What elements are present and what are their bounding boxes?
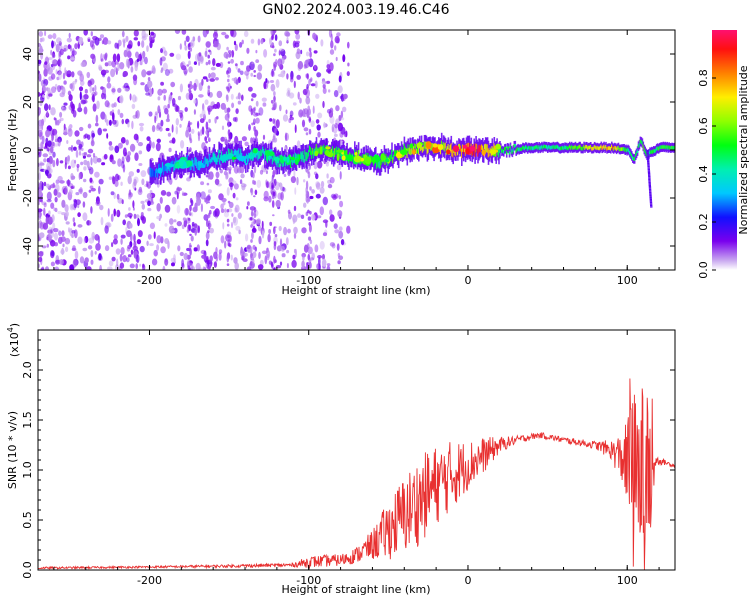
colorbar-tick-label: 0.0: [697, 261, 710, 279]
colorbar-ticks: 0.0 0.2 0.4 0.6 0.8: [697, 69, 716, 279]
spectrogram-x-tick-label: -200: [137, 274, 162, 287]
snr-y-multiplier-exp: 4: [6, 327, 15, 332]
snr-x-tick-label: -200: [137, 574, 162, 587]
snr-y-tick-label: 2.0: [21, 361, 34, 379]
snr-x-tick-label: 100: [617, 574, 638, 587]
spectrogram-noise-field: [38, 30, 351, 270]
spectrogram-x-tick-label: -100: [296, 274, 321, 287]
snr-y-tick-label: 0.0: [21, 561, 34, 579]
snr-x-tick-label: -100: [296, 574, 321, 587]
snr-x-ticks: -200 -100 0 100: [53, 330, 660, 587]
spectrogram-x-tick-label: 0: [464, 274, 471, 287]
spectrogram-y-tick-label: 0: [21, 147, 34, 154]
spectrogram-y-tick-label: -20: [21, 189, 34, 207]
snr-panel: -200 -100 0 100 0.0 0.5 1.0 1.5 2.0 Height of s…: [6, 323, 676, 596]
spectrogram-x-ticks: -200 -100 0 100: [53, 30, 660, 287]
snr-plot-area: [38, 378, 675, 570]
snr-x-axis-label: Height of straight line (km): [281, 583, 430, 596]
snr-y-tick-label: 1.0: [21, 461, 34, 479]
spectrogram-y-tick-label: -40: [21, 237, 34, 255]
snr-y-multiplier-base: (x10: [8, 332, 21, 357]
colorbar-label: Normalized spectral amplitude: [737, 65, 750, 234]
colorbar-tick-label: 0.2: [697, 213, 710, 231]
spectrogram-y-tick-label: 20: [21, 95, 34, 109]
spectrogram-x-axis-label: Height of straight line (km): [281, 284, 430, 297]
snr-series-line: [38, 378, 675, 570]
spectrogram-x-tick-label: 100: [617, 274, 638, 287]
spectrogram-ridge: [149, 132, 675, 208]
spectrogram-y-ticks: -40 -20 0 20 40: [21, 47, 675, 255]
snr-y-ticks: 0.0 0.5 1.0 1.5 2.0: [21, 339, 675, 579]
snr-frame: [37, 329, 676, 571]
chart-title: GN02.2024.003.19.46.C46: [262, 2, 450, 18]
colorbar-tick-label: 0.8: [697, 69, 710, 87]
spectrogram-y-tick-label: 40: [21, 47, 34, 61]
colorbar-tick-label: 0.6: [697, 117, 710, 135]
snr-y-tick-label: 0.5: [21, 511, 34, 529]
colorbar-tick-label: 0.4: [697, 165, 710, 183]
snr-y-axis-label: SNR (10 * v/v): [6, 411, 19, 489]
snr-x-tick-label: 0: [464, 574, 471, 587]
spectrogram-y-axis-label: Frequency (Hz): [6, 109, 19, 192]
snr-y-tick-label: 1.5: [21, 411, 34, 429]
colorbar: 0.0 0.2 0.4 0.6 0.8 Normalized spectral ampl…: [697, 30, 750, 279]
snr-y-multiplier: (x104): [6, 323, 21, 357]
colorbar-gradient: [712, 30, 737, 270]
spectrogram-plot-area: [38, 30, 675, 270]
